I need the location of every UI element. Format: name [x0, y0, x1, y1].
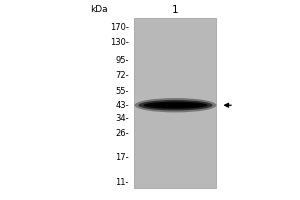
Text: 55-: 55-	[116, 87, 129, 96]
Bar	[134, 18, 216, 188]
Text: 170-: 170-	[110, 23, 129, 32]
Text: 1: 1	[172, 5, 179, 15]
Ellipse shape	[138, 100, 213, 111]
Text: 72-: 72-	[116, 71, 129, 80]
Ellipse shape	[150, 103, 201, 107]
Text: 11-: 11-	[116, 178, 129, 187]
Text: kDa: kDa	[90, 5, 108, 15]
Ellipse shape	[143, 102, 208, 109]
Text: 34-: 34-	[116, 114, 129, 123]
Text: 130-: 130-	[110, 38, 129, 47]
Text: 26-: 26-	[116, 129, 129, 138]
Ellipse shape	[135, 98, 217, 112]
Text: 17-: 17-	[116, 153, 129, 162]
Text: 43-: 43-	[116, 101, 129, 110]
Text: 95-: 95-	[116, 56, 129, 65]
